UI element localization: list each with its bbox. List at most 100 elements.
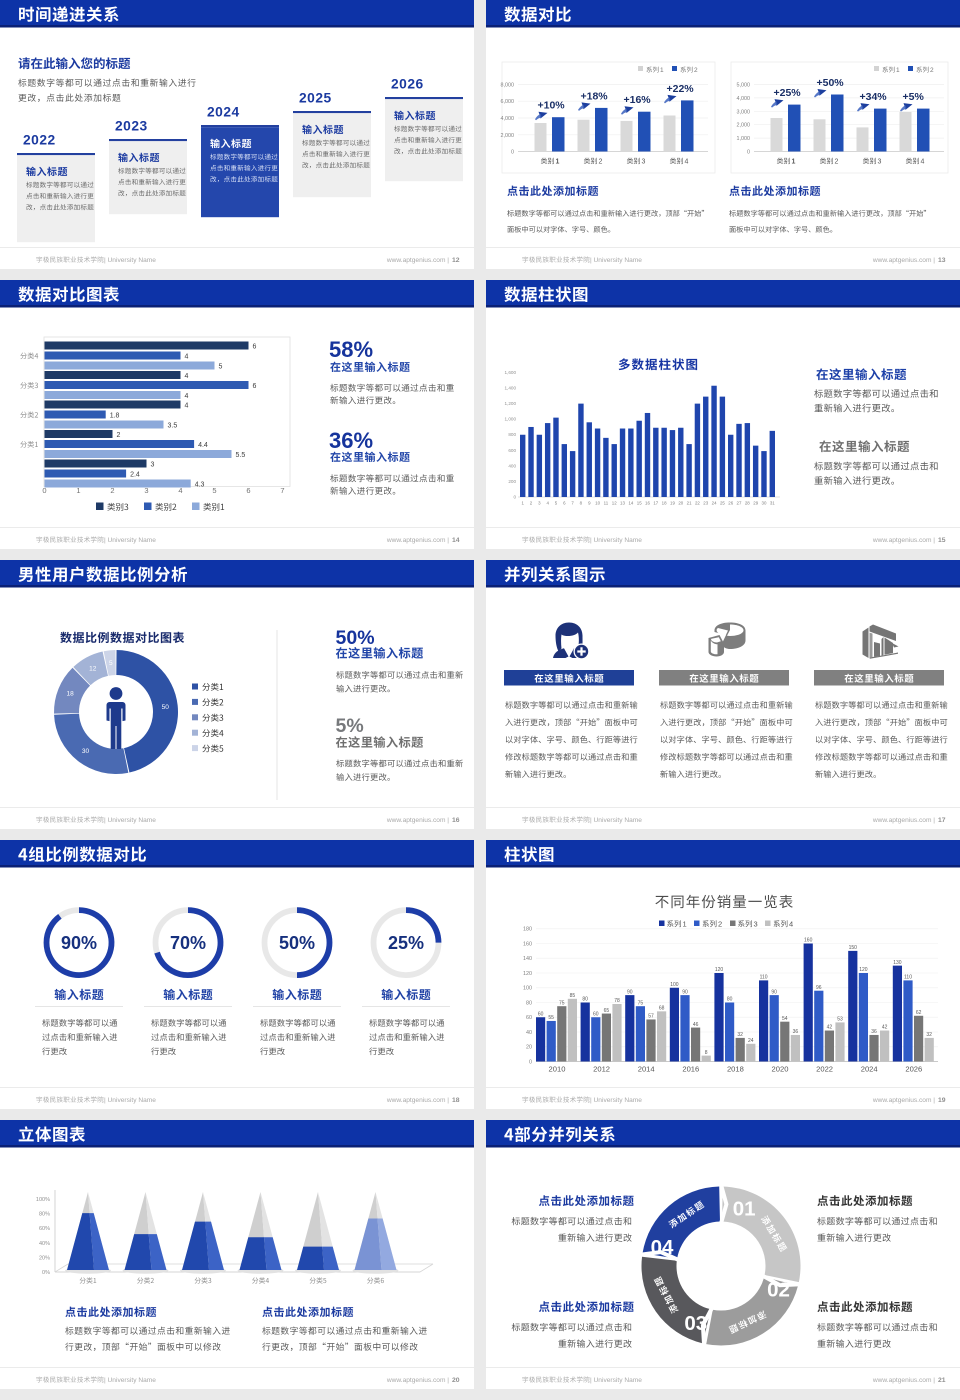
svg-text:01: 01 <box>733 1198 756 1221</box>
svg-text:120: 120 <box>715 967 724 973</box>
svg-text:16: 16 <box>452 817 460 824</box>
svg-text:8: 8 <box>580 501 583 506</box>
svg-text:2: 2 <box>694 67 698 74</box>
svg-text:www.aptgenius.com |: www.aptgenius.com | <box>872 817 935 824</box>
svg-text:15: 15 <box>938 537 946 544</box>
svg-text:160: 160 <box>804 938 813 944</box>
svg-text:150: 150 <box>849 945 858 951</box>
svg-text:1: 1 <box>521 501 524 506</box>
svg-text:5%: 5% <box>336 715 364 737</box>
svg-text:+25%: +25% <box>774 87 802 99</box>
svg-text:90%: 90% <box>61 933 97 953</box>
svg-text:9: 9 <box>588 501 591 506</box>
svg-text:2026: 2026 <box>391 77 424 92</box>
svg-text:3: 3 <box>144 486 148 495</box>
svg-text:5: 5 <box>555 501 558 506</box>
svg-text:23: 23 <box>703 501 708 506</box>
svg-text:70%: 70% <box>170 933 206 953</box>
svg-text:4.4: 4.4 <box>198 442 208 449</box>
svg-text:3,000: 3,000 <box>737 109 751 115</box>
svg-text:4: 4 <box>685 159 689 166</box>
svg-text:50: 50 <box>162 704 170 711</box>
svg-text:4: 4 <box>185 403 189 410</box>
svg-text:200: 200 <box>508 479 516 484</box>
svg-text:22: 22 <box>695 501 700 506</box>
svg-text:5.5: 5.5 <box>236 452 246 459</box>
svg-text:75: 75 <box>638 1000 644 1006</box>
svg-text:+34%: +34% <box>860 91 888 103</box>
svg-text:2018: 2018 <box>727 1065 744 1074</box>
svg-text:55: 55 <box>548 1015 554 1021</box>
svg-text:100%: 100% <box>36 1197 50 1203</box>
svg-text:0: 0 <box>529 1059 532 1065</box>
svg-text:1: 1 <box>683 920 687 929</box>
svg-text:+10%: +10% <box>538 100 566 112</box>
svg-text:40%: 40% <box>39 1241 50 1247</box>
svg-text:10: 10 <box>595 501 600 506</box>
svg-text:32: 32 <box>926 1032 932 1038</box>
svg-text:2022: 2022 <box>23 133 56 148</box>
svg-text:4: 4 <box>178 486 182 495</box>
svg-text:19: 19 <box>938 1097 946 1104</box>
svg-text:14: 14 <box>628 501 633 506</box>
svg-text:25: 25 <box>720 501 725 506</box>
svg-text:2: 2 <box>835 159 839 166</box>
svg-text:1,000: 1,000 <box>737 136 751 142</box>
svg-text:04: 04 <box>651 1236 674 1259</box>
svg-text:13: 13 <box>938 257 946 264</box>
svg-text:0: 0 <box>747 150 750 156</box>
svg-text:2: 2 <box>117 432 121 439</box>
svg-text:13: 13 <box>620 501 625 506</box>
svg-text:2014: 2014 <box>638 1065 655 1074</box>
svg-text:| University Name: | University Name <box>104 817 156 824</box>
svg-text:20%: 20% <box>39 1255 50 1261</box>
svg-text:100: 100 <box>670 982 679 988</box>
svg-text:+50%: +50% <box>817 77 845 89</box>
svg-text:4: 4 <box>789 920 793 929</box>
svg-text:2: 2 <box>930 67 934 74</box>
svg-text:| University Name: | University Name <box>590 257 642 264</box>
svg-text:| University Name: | University Name <box>590 537 642 544</box>
svg-text:2024: 2024 <box>861 1065 878 1074</box>
svg-text:24: 24 <box>748 1038 754 1044</box>
svg-text:3.5: 3.5 <box>168 423 178 430</box>
svg-text:2: 2 <box>599 159 603 166</box>
svg-text:12: 12 <box>452 257 460 264</box>
svg-text:2: 2 <box>718 920 722 929</box>
svg-text:7: 7 <box>280 486 284 495</box>
svg-text:29: 29 <box>753 501 758 506</box>
svg-text:60: 60 <box>538 1011 544 1017</box>
svg-text:75: 75 <box>559 1000 565 1006</box>
svg-text:53: 53 <box>837 1017 843 1023</box>
svg-text:1,400: 1,400 <box>505 386 517 391</box>
svg-text:16: 16 <box>645 501 650 506</box>
svg-text:36: 36 <box>793 1029 799 1035</box>
svg-text:140: 140 <box>523 956 532 962</box>
svg-text:90: 90 <box>682 989 688 995</box>
svg-text:36%: 36% <box>329 428 373 453</box>
svg-text:| University Name: | University Name <box>590 817 642 824</box>
svg-text:0%: 0% <box>42 1270 50 1276</box>
svg-text:120: 120 <box>523 971 532 977</box>
svg-text:2.4: 2.4 <box>130 472 140 479</box>
svg-text:18: 18 <box>662 501 667 506</box>
svg-text:100: 100 <box>523 986 532 992</box>
svg-text:2022: 2022 <box>816 1065 833 1074</box>
svg-text:2,000: 2,000 <box>737 123 751 129</box>
svg-text:1: 1 <box>896 67 900 74</box>
svg-text:www.aptgenius.com |: www.aptgenius.com | <box>872 257 935 264</box>
svg-text:96: 96 <box>816 985 822 991</box>
svg-text:5: 5 <box>219 364 223 371</box>
svg-text:5: 5 <box>212 486 216 495</box>
svg-text:78: 78 <box>614 998 620 1004</box>
svg-text:6,000: 6,000 <box>501 99 515 105</box>
svg-text:www.aptgenius.com |: www.aptgenius.com | <box>386 817 449 824</box>
svg-text:+5%: +5% <box>903 91 925 103</box>
svg-text:6: 6 <box>253 344 257 351</box>
svg-text:30: 30 <box>762 501 767 506</box>
svg-text:54: 54 <box>782 1016 788 1022</box>
svg-text:80: 80 <box>526 1000 532 1006</box>
svg-text:65: 65 <box>604 1008 610 1014</box>
svg-text:5: 5 <box>109 660 113 667</box>
svg-text:2025: 2025 <box>299 91 332 106</box>
